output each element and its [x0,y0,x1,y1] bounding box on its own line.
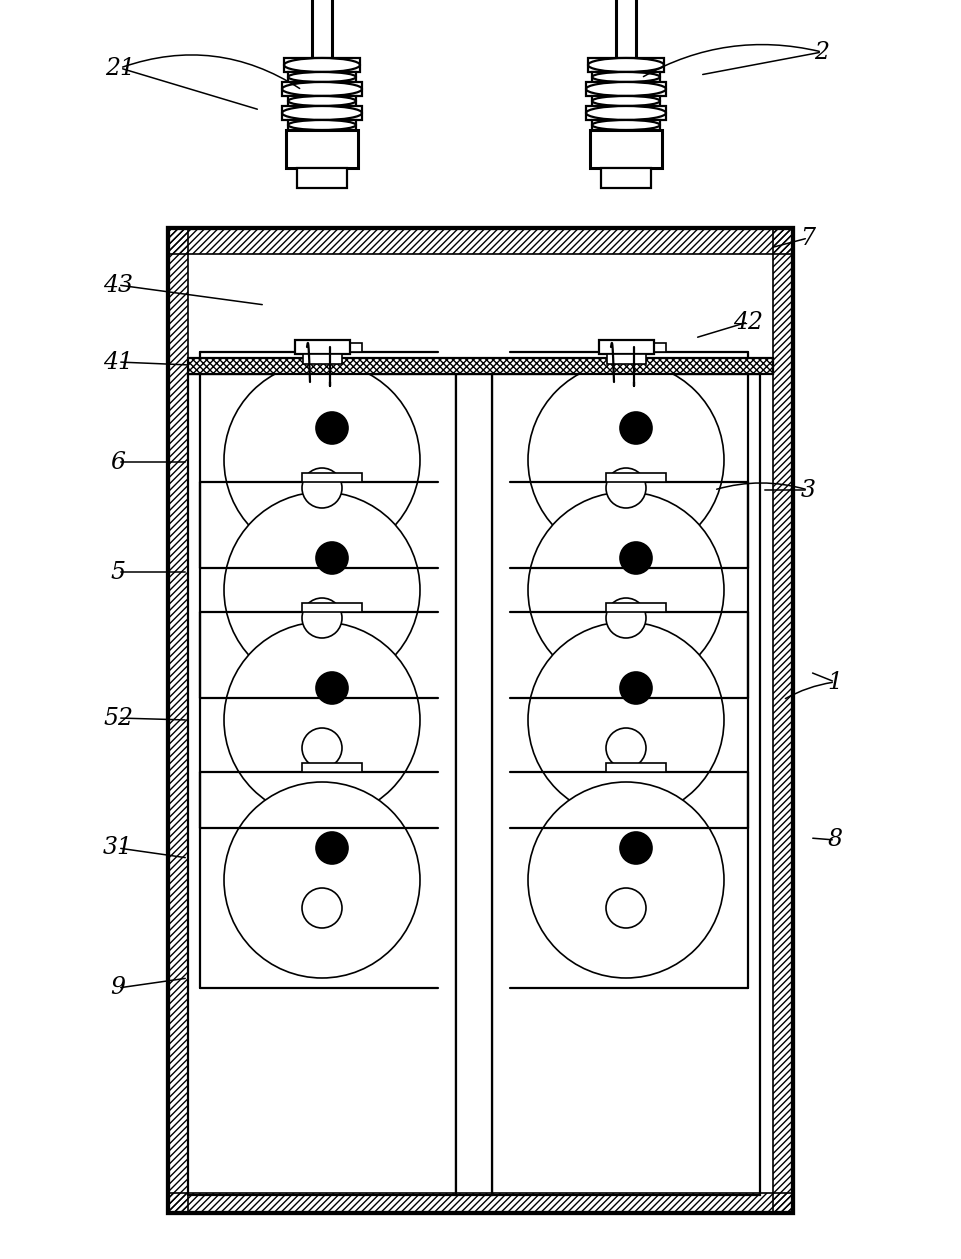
Circle shape [620,412,652,444]
Circle shape [316,412,348,444]
Circle shape [528,622,724,818]
Text: 6: 6 [111,451,126,473]
Text: 42: 42 [733,311,763,334]
Circle shape [316,832,348,864]
Bar [168,1194,793,1212]
Bar [294,340,350,354]
Bar [590,130,662,167]
Bar [606,603,666,612]
Text: 43: 43 [103,273,133,297]
Circle shape [606,728,646,768]
Bar [302,763,362,772]
Text: 9: 9 [111,977,126,1000]
Bar [168,228,188,1212]
Bar [188,358,773,374]
Circle shape [606,468,646,507]
Circle shape [620,672,652,704]
Bar [188,374,456,1195]
Circle shape [224,492,420,687]
Circle shape [302,468,342,507]
Circle shape [606,598,646,638]
Bar [601,167,651,188]
Ellipse shape [288,72,356,82]
Bar [288,96,356,106]
Circle shape [528,363,724,558]
Bar [288,120,356,130]
Ellipse shape [586,106,666,120]
Bar [592,120,660,130]
Ellipse shape [592,120,660,130]
Bar [286,130,358,167]
Bar [773,228,793,1212]
Bar [302,342,362,353]
Bar [168,228,793,254]
Text: 7: 7 [801,227,816,249]
Ellipse shape [592,96,660,106]
Text: 31: 31 [103,836,133,860]
Bar [456,374,492,1195]
Bar [586,106,666,120]
Circle shape [302,728,342,768]
Circle shape [620,543,652,574]
Text: 52: 52 [103,706,133,729]
Text: 5: 5 [111,560,126,583]
Circle shape [620,832,652,864]
Bar [616,0,636,58]
Ellipse shape [288,96,356,106]
Circle shape [302,598,342,638]
Bar [288,72,356,82]
Bar [302,603,362,612]
Circle shape [316,672,348,704]
Circle shape [224,782,420,978]
Bar [492,374,760,1195]
Ellipse shape [282,106,362,120]
Circle shape [316,543,348,574]
Bar [606,354,646,364]
Bar [297,167,347,188]
Bar [586,82,666,96]
Ellipse shape [586,82,666,96]
Bar [302,473,362,482]
Text: 41: 41 [103,350,133,374]
Circle shape [528,492,724,687]
Bar [606,763,666,772]
Bar [284,58,360,72]
Text: 2: 2 [815,40,829,63]
Ellipse shape [282,82,362,96]
Bar [168,228,793,1212]
Circle shape [224,622,420,818]
Text: 1: 1 [827,671,843,694]
Bar [606,473,666,482]
Text: 3: 3 [801,478,816,501]
Ellipse shape [288,120,356,130]
Ellipse shape [284,58,360,72]
Circle shape [302,888,342,928]
Bar [592,96,660,106]
Bar [282,82,362,96]
Circle shape [606,888,646,928]
Bar [312,0,332,58]
Bar [606,342,666,353]
Bar [168,228,793,1212]
Text: 21: 21 [105,57,135,79]
Circle shape [528,782,724,978]
Bar [588,58,664,72]
Bar [592,72,660,82]
Bar [599,340,653,354]
Bar [303,354,341,364]
Ellipse shape [588,58,664,72]
Circle shape [224,363,420,558]
Ellipse shape [592,72,660,82]
Text: 8: 8 [827,828,843,851]
Bar [282,106,362,120]
